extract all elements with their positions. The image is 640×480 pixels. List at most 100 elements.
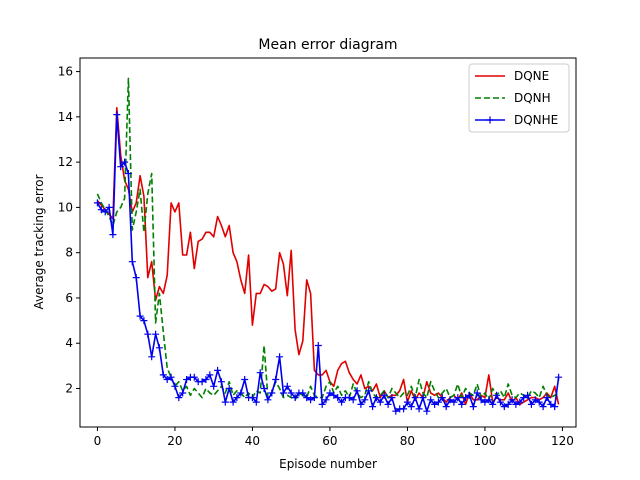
data-point-dqnhe <box>338 398 346 406</box>
data-point-dqnhe <box>144 330 152 338</box>
data-point-dqnhe <box>415 405 423 413</box>
data-point-dqnhe <box>93 199 101 207</box>
data-point-dqnhe <box>248 394 256 402</box>
data-point-dqnhe <box>256 369 264 377</box>
data-point-dqnhe <box>380 391 388 399</box>
data-point-dqnhe <box>299 389 307 397</box>
data-point-dqnhe <box>450 398 458 406</box>
data-point-dqnhe <box>411 394 419 402</box>
data-point-dqnhe <box>268 389 276 397</box>
data-point-dqnhe <box>326 389 334 397</box>
data-point-dqnhe <box>334 394 342 402</box>
data-point-dqnhe <box>136 312 144 320</box>
data-point-dqnhe <box>330 391 338 399</box>
data-point-dqnhe <box>109 231 117 239</box>
data-point-dqnhe <box>407 403 415 411</box>
axes: 0 20 40 60 80 100 120 2 4 6 8 10 12 14 16 <box>58 57 577 448</box>
data-point-dqnhe <box>531 396 539 404</box>
legend-label-dqnh: DQNH <box>514 91 551 105</box>
data-point-dqnhe <box>283 382 291 390</box>
data-point-dqnhe <box>152 330 160 338</box>
x-tick-label: 40 <box>245 434 260 448</box>
x-axis-title: Episode number <box>279 457 377 471</box>
data-point-dqnhe <box>198 378 206 386</box>
data-point-dqnhe <box>384 400 392 408</box>
data-point-dqnhe <box>543 394 551 402</box>
data-point-dqnhe <box>206 371 214 379</box>
data-point-dqnhe <box>496 398 504 406</box>
data-point-dqnhe <box>140 317 148 325</box>
data-point-dqnhe <box>345 394 353 402</box>
data-point-dqnhe <box>524 391 532 399</box>
data-point-dqnhe <box>438 394 446 402</box>
data-point-dqnhe <box>124 170 132 177</box>
series-line-dqne <box>96 107 560 406</box>
data-point-dqnhe <box>229 398 237 406</box>
data-point-dqnhe <box>171 382 179 390</box>
data-point-dqnhe <box>105 203 113 211</box>
data-point-dqnhe <box>148 353 156 361</box>
data-point-dqnhe <box>202 376 210 383</box>
y-tick-label: 16 <box>58 65 73 79</box>
data-point-dqnhe <box>431 400 439 408</box>
data-point-dqnhe <box>155 344 163 352</box>
data-point-dqnhe <box>128 258 136 266</box>
data-point-dqnhe <box>462 394 470 402</box>
series-dqnhe <box>93 111 563 415</box>
data-point-dqnhe <box>167 373 175 381</box>
data-point-dqnhe <box>388 394 396 402</box>
data-point-dqnhe <box>520 394 528 402</box>
data-point-dqnhe <box>547 400 555 408</box>
data-point-dqnhe <box>272 376 280 383</box>
data-point-dqnhe <box>516 398 524 406</box>
data-point-dqnhe <box>322 396 330 404</box>
series-dqne <box>96 107 560 406</box>
data-point-dqnhe <box>307 396 315 404</box>
data-point-dqnhe <box>434 398 442 406</box>
data-point-dqnhe <box>504 400 512 408</box>
data-point-dqnhe <box>291 394 299 402</box>
data-point-dqnhe <box>121 158 129 166</box>
data-point-dqnhe <box>551 403 559 411</box>
data-point-dqnhe <box>423 407 431 415</box>
data-point-dqnhe <box>314 342 322 349</box>
series-dqnh <box>96 77 560 401</box>
data-point-dqnhe <box>260 385 268 392</box>
y-tick-label: 8 <box>65 246 73 260</box>
legend-box <box>468 63 570 133</box>
data-point-dqnhe <box>264 396 272 404</box>
x-tick-label: 20 <box>167 434 182 448</box>
data-point-dqnhe <box>113 111 121 119</box>
data-point-dqnhe <box>97 206 105 214</box>
y-tick-label: 2 <box>65 382 73 396</box>
data-point-dqnhe <box>555 373 563 381</box>
data-point-dqnhe <box>446 396 454 404</box>
chart-title: Mean error diagram <box>258 37 397 53</box>
data-point-dqnhe <box>190 373 198 381</box>
data-point-dqnhe <box>539 403 547 411</box>
plot-frame <box>79 57 577 428</box>
data-point-dqnhe <box>376 398 384 406</box>
data-point-dqnhe <box>117 163 125 171</box>
x-tick-label: 120 <box>551 434 574 448</box>
data-point-dqnhe <box>365 387 373 395</box>
data-point-dqnhe <box>473 389 481 397</box>
data-point-dqnhe <box>489 400 497 408</box>
x-tick-label: 60 <box>322 434 337 448</box>
data-point-dqnhe <box>485 396 493 404</box>
data-point-dqnhe <box>252 398 260 406</box>
data-point-dqnhe <box>303 394 311 402</box>
data-point-dqnhe <box>465 391 473 399</box>
data-point-dqnhe <box>310 394 318 402</box>
data-point-dqnhe <box>318 400 326 408</box>
data-point-dqnhe <box>214 366 222 374</box>
data-point-dqnhe <box>361 396 369 404</box>
data-point-dqnhe <box>357 400 365 408</box>
y-axis-title: Average tracking error <box>32 174 46 309</box>
data-point-dqnhe <box>442 403 450 411</box>
data-point-dqnhe <box>392 407 400 415</box>
data-point-dqnhe <box>469 403 477 411</box>
data-point-dqnhe <box>132 274 140 282</box>
